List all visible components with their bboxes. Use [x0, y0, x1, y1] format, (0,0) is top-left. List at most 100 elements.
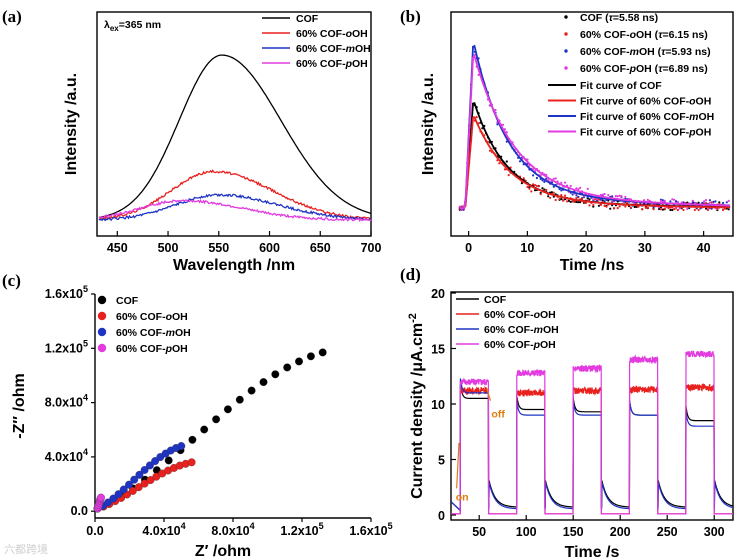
panel-b-x-tick-label: 30	[638, 241, 652, 255]
panel-b-point	[558, 197, 561, 201]
panel-b-point	[569, 184, 572, 188]
panel-d-y-tick-label: 15	[431, 343, 445, 357]
panel-c-point	[188, 435, 197, 444]
panel-b-point	[530, 190, 533, 193]
panel-b-point	[518, 160, 522, 163]
panel-b-point	[644, 206, 648, 209]
panel-b-point	[603, 204, 606, 207]
panel-b-point	[686, 207, 689, 210]
panel-b-point	[573, 200, 576, 203]
panel-a-frame	[96, 11, 372, 237]
panel-b-point	[592, 205, 595, 208]
panel-a-legend-entry: 60% COF-oOH	[296, 28, 368, 40]
panel-b-point	[693, 208, 696, 212]
watermark-text: 六都跨境	[4, 542, 48, 556]
panel-b-x-axis-title: Time /ns	[560, 257, 625, 274]
panel-c-point	[187, 458, 196, 467]
panel-c-y-tick-label: 4.0x104	[45, 447, 88, 464]
panel-b-point	[697, 201, 700, 204]
panel-b-point	[718, 201, 721, 204]
panel-d-y-tick-label: 5	[438, 454, 445, 468]
panel-d-on-arrow	[456, 442, 460, 489]
panel-b-point	[552, 185, 555, 188]
panel-b-point	[554, 198, 557, 202]
panel-b-point	[682, 208, 685, 212]
panel-b-point	[579, 186, 582, 189]
panel-c-point	[97, 493, 105, 502]
panel-b-point	[597, 204, 601, 207]
panel-b-legend-marker	[564, 66, 568, 70]
panel-d-off-arrow	[486, 388, 492, 401]
panel-b-x-tick-label: 10	[520, 241, 534, 255]
panel-b-legend-entry: 60% COF-oOH (τ=6.15 ns)	[580, 29, 708, 41]
panel-b-legend-entry: Fit curve of 60% COF-mOH	[580, 111, 714, 123]
panel-c-point	[130, 475, 139, 484]
panel-c-y-tick-label: 1.2x105	[45, 338, 88, 355]
panel-b-point	[560, 194, 563, 197]
panel-b-point	[588, 204, 591, 207]
panel-b-legend-entry: 60% COF-pOH (τ=6.89 ns)	[580, 63, 708, 75]
panel-a-x-tick-label: 500	[158, 241, 179, 255]
panel-b-legend-entry: Fit curve of 60% COF-pOH	[580, 127, 711, 139]
panel-c-point	[164, 456, 173, 465]
panel-b-point	[532, 174, 535, 177]
panel-b-point	[462, 208, 465, 211]
panel-b-point	[721, 201, 725, 205]
panel-d-x-tick-label: 250	[657, 525, 678, 539]
panel-b-point	[564, 194, 567, 197]
panel-b-point	[614, 194, 618, 198]
panel-b-point	[545, 177, 548, 180]
panel-a-y-axis-title: Intensity /a.u.	[63, 73, 80, 175]
panel-a-x-tick-label: 700	[361, 241, 382, 255]
panel-a-curve-1	[98, 54, 372, 219]
panel-b-point	[488, 149, 491, 152]
panel-b-point	[727, 199, 730, 202]
panel-b-point	[629, 206, 633, 209]
panel-c-point	[135, 470, 144, 479]
panel-b-point	[460, 205, 463, 208]
panel-b-point	[597, 198, 601, 201]
panel-c-legend-marker	[97, 343, 107, 353]
panel-b-point	[624, 205, 627, 208]
panel-b-point	[460, 208, 463, 212]
panel-b-point	[671, 198, 674, 201]
panel-b-fit-curve-2	[459, 116, 731, 210]
panel-c-point	[109, 494, 118, 503]
panel-c-point	[318, 348, 327, 357]
panel-d-x-tick-label: 150	[563, 525, 584, 539]
panel-b-point	[586, 187, 589, 190]
panel-b-point	[554, 177, 557, 180]
panel-c-legend-entry: 60% COF-mOH	[116, 327, 191, 339]
panel-b-point	[543, 188, 546, 191]
panel-b-point	[646, 206, 649, 209]
panel-b-point	[535, 184, 539, 187]
panel-b-point	[520, 182, 524, 185]
panel-a-legend-entry: 60% COF-pOH	[296, 58, 368, 70]
panel-b-point	[708, 199, 712, 202]
panel-c-point	[119, 485, 128, 494]
panel-b-x-tick-label: 0	[465, 241, 472, 255]
panel-c-point	[177, 442, 186, 450]
panel-b-point	[633, 205, 636, 209]
panel-b-legend-entry: Fit curve of COF	[580, 80, 662, 92]
panel-b-point	[646, 198, 649, 201]
panel-c-point	[134, 483, 143, 492]
panel-c-point	[140, 479, 149, 488]
panel-b-point	[498, 162, 501, 165]
panel-d-off-label: off	[491, 408, 505, 420]
panel-a-x-tick-label: 600	[259, 241, 280, 255]
panel-b-point	[659, 199, 663, 202]
panel-b-point	[699, 207, 702, 210]
panel-d-y-tick-label: 0	[438, 509, 445, 523]
panel-b-point	[547, 195, 550, 198]
panel-b-point	[575, 196, 578, 199]
panel-b-point	[594, 198, 597, 201]
panel-b-point	[599, 203, 602, 206]
panel-b-point	[667, 206, 670, 210]
panel-c-x-tick-label: 1.2x105	[280, 521, 323, 538]
panel-b-point	[671, 208, 674, 212]
panel-b-point	[528, 187, 531, 190]
panel-b: (b) 0 10 20 30 40 Time /ns Intensity /a.u. COF (…	[400, 7, 734, 274]
panel-c-point	[223, 405, 232, 414]
panel-b-point	[580, 197, 584, 201]
